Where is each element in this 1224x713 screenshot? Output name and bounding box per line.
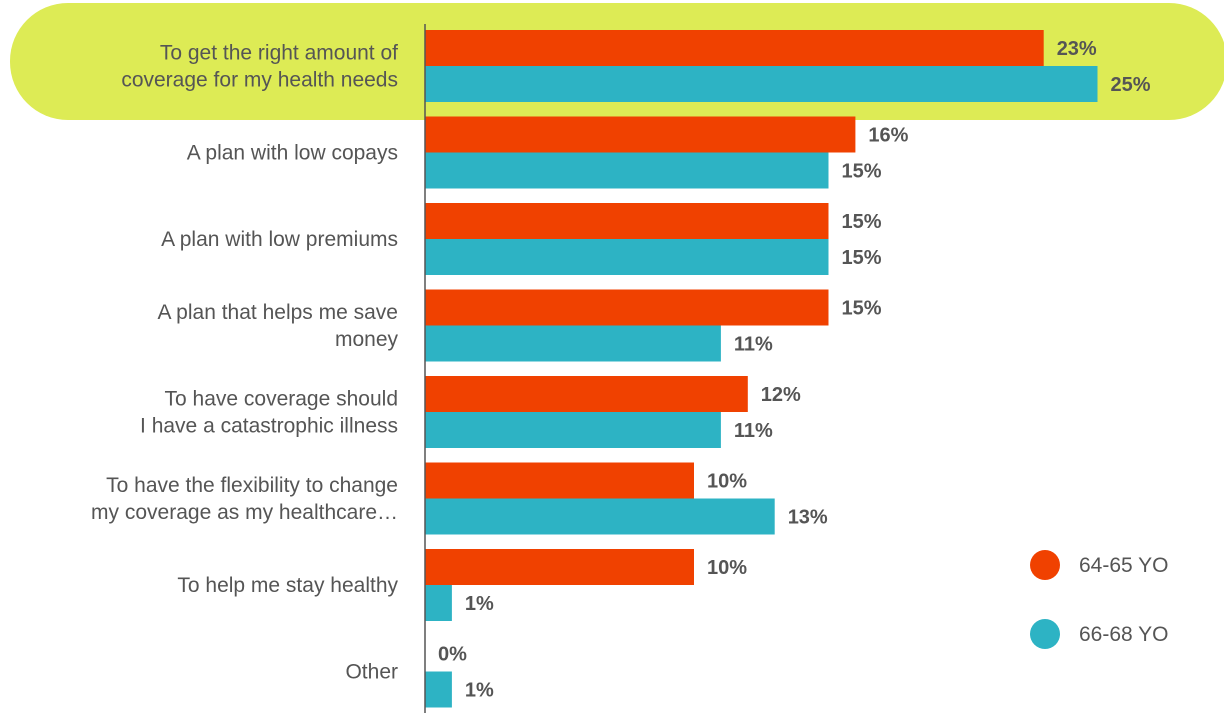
category-label: To have the flexibility to change <box>106 474 398 497</box>
bar-series1 <box>425 376 748 412</box>
category-label: A plan that helps me save <box>158 301 399 324</box>
data-label: 1% <box>465 593 494 615</box>
category-label: To help me stay healthy <box>177 574 398 597</box>
bar-series2 <box>425 671 452 708</box>
legend-label: 66-68 YO <box>1079 623 1169 646</box>
bar-series2 <box>425 498 775 535</box>
category-labels: To get the right amount of coverage for m… <box>91 42 398 684</box>
legend-swatch <box>1030 619 1060 649</box>
category-label: I have a catastrophic illness <box>140 415 398 438</box>
bar-series1 <box>425 289 829 326</box>
data-label: 25% <box>1111 74 1151 96</box>
legend-label: 64-65 YO <box>1079 554 1169 577</box>
data-label: 23% <box>1057 38 1097 60</box>
data-label: 16% <box>868 125 908 147</box>
category-label: A plan with low copays <box>187 142 398 165</box>
data-label: 0% <box>438 644 467 666</box>
data-label: 12% <box>761 384 801 406</box>
bar-series1 <box>425 203 829 239</box>
data-label: 1% <box>465 680 494 702</box>
data-label: 15% <box>842 247 882 269</box>
bar-series1 <box>425 549 694 585</box>
bar-series2 <box>425 152 829 189</box>
data-label: 10% <box>707 471 747 493</box>
legend-swatch <box>1030 550 1060 580</box>
bar-series1 <box>425 116 856 153</box>
data-label: 15% <box>842 298 882 320</box>
bar-series2 <box>425 412 721 448</box>
bar-series1 <box>425 462 694 499</box>
category-label: A plan with low premiums <box>161 228 398 251</box>
category-label: To get the right amount of <box>160 42 398 65</box>
value-labels: 23% 25% 16% 15% 15% 15% 15% 11% 12% 11% 10% 13% 10% 1… <box>438 38 1151 702</box>
category-label: To have coverage should <box>165 388 399 411</box>
category-label: my coverage as my healthcare… <box>91 501 398 524</box>
data-label: 10% <box>707 557 747 579</box>
bar-series2 <box>425 239 829 275</box>
category-label: money <box>335 328 399 351</box>
bars-layer <box>425 30 1098 708</box>
legend: 64-65 YO 66-68 YO <box>1030 550 1169 649</box>
category-label: Other <box>345 661 398 684</box>
bar-series1 <box>425 30 1044 66</box>
data-label: 13% <box>788 507 828 529</box>
bar-series2 <box>425 585 452 621</box>
data-label: 15% <box>842 211 882 233</box>
bar-series2 <box>425 325 721 362</box>
category-label: coverage for my health needs <box>121 69 398 92</box>
data-label: 15% <box>842 161 882 183</box>
bar-series2 <box>425 66 1098 102</box>
data-label: 11% <box>734 334 773 356</box>
data-label: 11% <box>734 420 773 442</box>
